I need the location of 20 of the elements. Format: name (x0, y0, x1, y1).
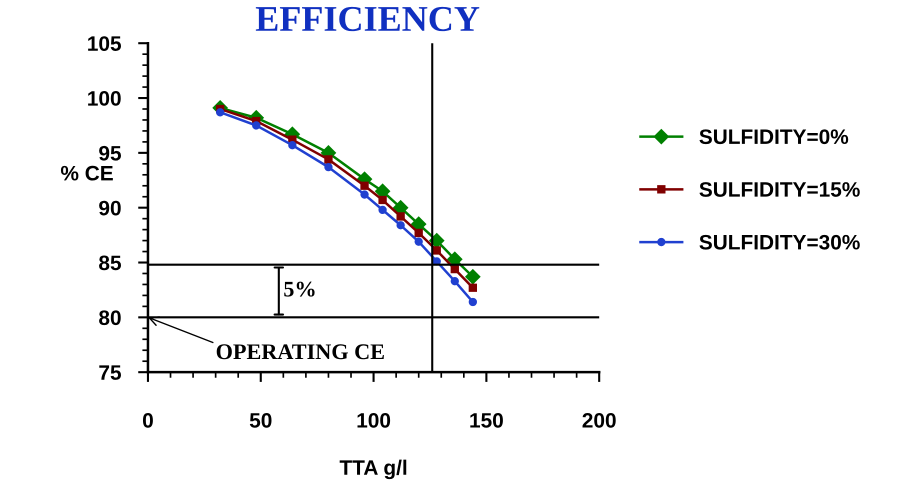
x-tick-label: 150 (470, 413, 503, 428)
x-tick-label: 50 (250, 413, 272, 428)
y-tick-label: 90 (99, 200, 121, 216)
y-tick-label: 105 (88, 36, 121, 51)
y-tick-label: 100 (88, 91, 121, 106)
x-axis-title: TTA g/l (340, 460, 406, 480)
chart-title: EFFICIENCY (256, 6, 480, 32)
legend-label: SULFIDITY=0% (699, 129, 848, 144)
y-tick-label: 95 (99, 146, 121, 161)
annotation: 5% (284, 282, 315, 297)
x-tick-label: 100 (358, 413, 390, 428)
x-tick-label: 200 (582, 413, 616, 428)
y-tick-label: 75 (99, 365, 121, 380)
annotation: OPERATING CE (216, 344, 384, 360)
legend-label: SULFIDITY=30% (699, 234, 860, 250)
y-axis-title: % CE (60, 166, 113, 181)
y-tick-label: 85 (99, 256, 121, 270)
x-tick-label: 0 (142, 413, 153, 428)
legend-label: SULFIDITY=15% (699, 182, 860, 197)
y-tick-label: 80 (99, 310, 121, 326)
